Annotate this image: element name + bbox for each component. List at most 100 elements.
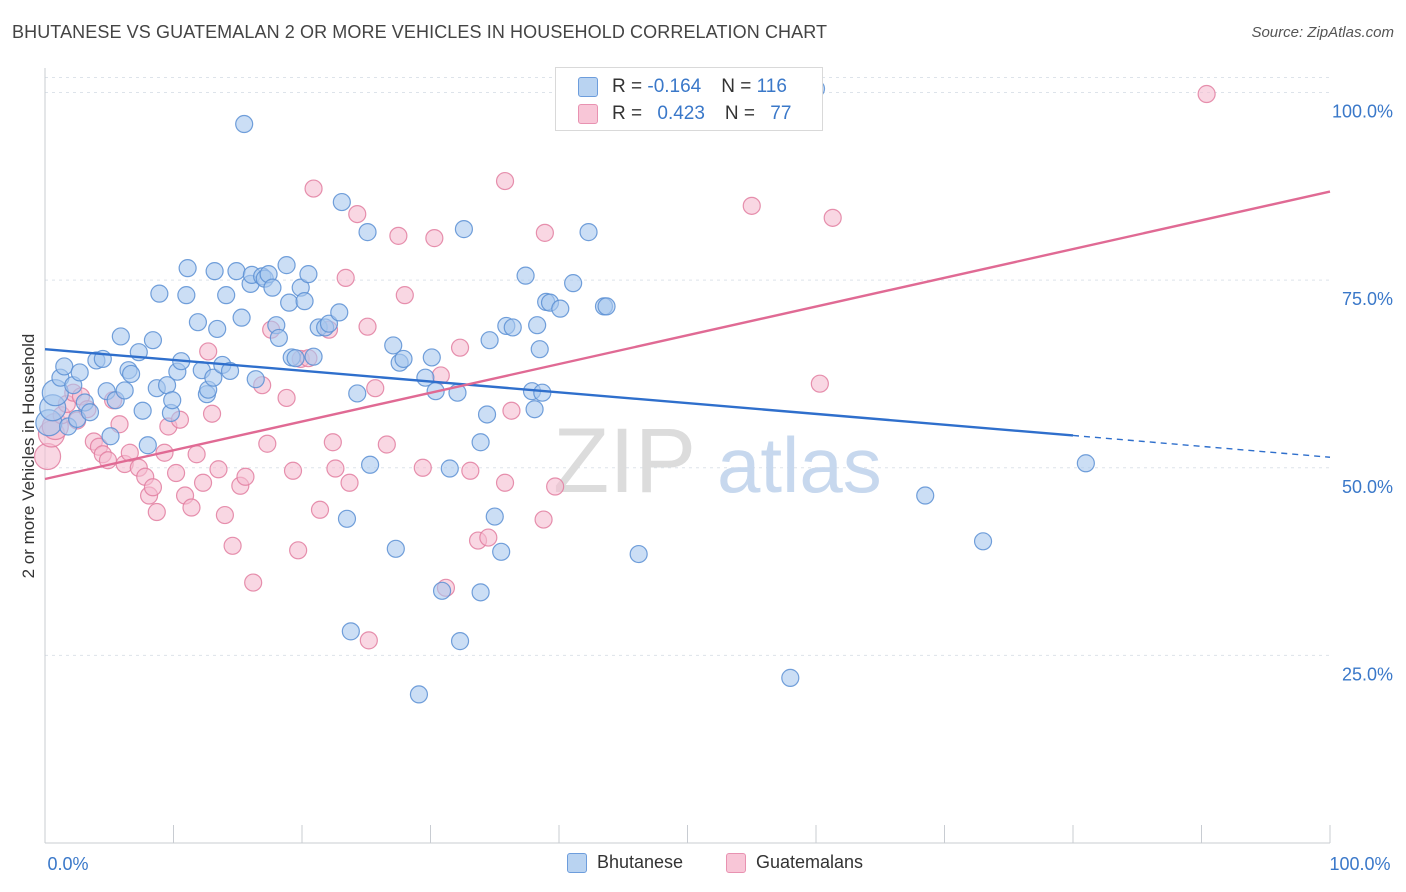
guatemalans-point bbox=[495, 473, 515, 492]
bhutanese-point bbox=[319, 314, 339, 333]
bhutanese-point bbox=[277, 256, 296, 275]
bhutanese-point bbox=[492, 542, 511, 561]
bhutanese-point bbox=[341, 622, 360, 641]
guatemalans-point bbox=[277, 388, 296, 408]
legend-r-label: R = bbox=[612, 103, 648, 124]
guatemalans-point bbox=[358, 317, 377, 336]
bhutanese-point bbox=[280, 293, 299, 312]
guatemalans-point bbox=[166, 463, 186, 483]
bhutanese-point bbox=[485, 507, 504, 526]
legend-swatch-pink bbox=[578, 104, 598, 124]
bhutanese-point bbox=[781, 668, 800, 687]
bhutanese-point bbox=[358, 223, 377, 242]
bhutanese-point bbox=[480, 331, 499, 350]
series-legend-guatemalans[interactable]: Guatemalans bbox=[726, 852, 863, 873]
legend-n-label: N = bbox=[721, 76, 757, 97]
guatemalans-point bbox=[534, 510, 553, 529]
bhutanese-point bbox=[232, 308, 251, 327]
bhutanese-point bbox=[450, 632, 470, 651]
guatemalans-label: Guatemalans bbox=[756, 852, 864, 872]
guatemalans-point bbox=[336, 268, 355, 287]
guatemalans-point bbox=[283, 461, 303, 480]
bhutanese-point bbox=[471, 583, 490, 602]
legend-n-value: 116 bbox=[756, 76, 787, 97]
bhutanese-label: Bhutanese bbox=[597, 852, 684, 872]
guatemalans-point bbox=[495, 171, 515, 191]
guatemalans-point bbox=[1197, 84, 1216, 104]
guatemalans-swatch bbox=[726, 852, 746, 873]
guatemalans-point bbox=[193, 473, 213, 492]
bhutanese-point bbox=[208, 319, 227, 339]
guatemalans-point bbox=[182, 498, 201, 517]
bhutanese-point bbox=[394, 349, 413, 369]
bhutanese-point bbox=[263, 278, 282, 297]
guatemalans-point bbox=[359, 631, 378, 650]
guatemalans-point bbox=[202, 404, 222, 423]
guatemalans-point bbox=[479, 528, 498, 547]
legend-n-label: N = bbox=[724, 103, 761, 124]
bhutanese-point bbox=[422, 348, 441, 367]
guatemalans-trend-line bbox=[44, 190, 1331, 481]
watermark-zip: ZIP bbox=[553, 410, 696, 512]
y-tick-label: 75.0% bbox=[1342, 289, 1393, 309]
guatemalans-point bbox=[143, 478, 163, 497]
x-tick-label-max: 100.0% bbox=[1329, 854, 1390, 874]
bhutanese-point bbox=[440, 459, 459, 478]
legend-row-bhutanese: R = -0.164 N = 116 bbox=[578, 74, 787, 100]
bhutanese-point bbox=[80, 403, 100, 422]
bhutanese-point bbox=[432, 581, 452, 600]
legend-r-label: R = bbox=[612, 76, 648, 97]
bhutanese-point bbox=[471, 433, 490, 452]
bhutanese-point bbox=[235, 114, 254, 134]
bhutanese-point bbox=[101, 427, 120, 446]
guatemalans-point bbox=[199, 342, 218, 361]
y-tick-label: 25.0% bbox=[1342, 664, 1393, 684]
guatemalans-point bbox=[147, 502, 166, 522]
stats-legend: R = -0.164 N = 116 R = 0.423 N = 77 bbox=[555, 67, 823, 131]
guatemalans-point bbox=[187, 445, 206, 464]
bhutanese-point bbox=[332, 192, 351, 212]
guatemalans-point bbox=[258, 434, 277, 453]
bhutanese-point bbox=[220, 361, 240, 381]
bhutanese-trend-extension bbox=[1072, 434, 1331, 458]
series-legend: Bhutanese Guatemalans bbox=[0, 852, 1406, 876]
y-tick-labels: 25.0% 50.0% 75.0% 100.0% bbox=[1332, 102, 1393, 685]
bhutanese-point bbox=[337, 509, 357, 528]
bhutanese-point bbox=[551, 299, 570, 318]
bhutanese-point bbox=[384, 336, 403, 355]
bhutanese-point bbox=[178, 259, 197, 278]
bhutanese-point bbox=[133, 401, 152, 420]
guatemalans-point bbox=[450, 338, 470, 357]
bhutanese-point bbox=[916, 486, 935, 505]
source-credit: Source: ZipAtlas.com bbox=[1251, 24, 1394, 41]
guatemalans-point bbox=[413, 458, 432, 477]
y-tick-label: 50.0% bbox=[1342, 477, 1393, 497]
bhutanese-point bbox=[205, 262, 224, 281]
guatemalans-point bbox=[348, 204, 367, 224]
guatemalans-point bbox=[742, 196, 761, 215]
bhutanese-point bbox=[299, 265, 318, 284]
legend-r-value: -0.164 bbox=[647, 76, 702, 97]
bhutanese-point bbox=[564, 274, 583, 293]
guatemalans-point bbox=[215, 505, 234, 525]
guatemalans-point bbox=[323, 433, 342, 452]
bhutanese-swatch bbox=[567, 852, 587, 873]
bhutanese-point bbox=[528, 316, 547, 335]
guatemalans-point bbox=[425, 229, 444, 248]
guatemalans-point bbox=[209, 460, 228, 479]
series-legend-bhutanese[interactable]: Bhutanese bbox=[567, 852, 683, 873]
bhutanese-point bbox=[973, 532, 993, 551]
x-tick-label-min: 0.0% bbox=[47, 854, 88, 874]
bhutanese-point bbox=[138, 436, 157, 455]
guatemalans-point bbox=[389, 226, 408, 245]
bhutanese-point bbox=[177, 286, 196, 305]
bhutanese-point bbox=[530, 340, 549, 359]
trend-lines bbox=[44, 190, 1331, 481]
bhutanese-point bbox=[204, 368, 223, 387]
bhutanese-point bbox=[295, 292, 314, 311]
legend-row-guatemalans: R = 0.423 N = 77 bbox=[578, 101, 791, 127]
legend-swatch-blue bbox=[578, 77, 598, 97]
bhutanese-point bbox=[629, 544, 648, 564]
bhutanese-point bbox=[533, 383, 552, 402]
bhutanese-point bbox=[1076, 454, 1095, 473]
